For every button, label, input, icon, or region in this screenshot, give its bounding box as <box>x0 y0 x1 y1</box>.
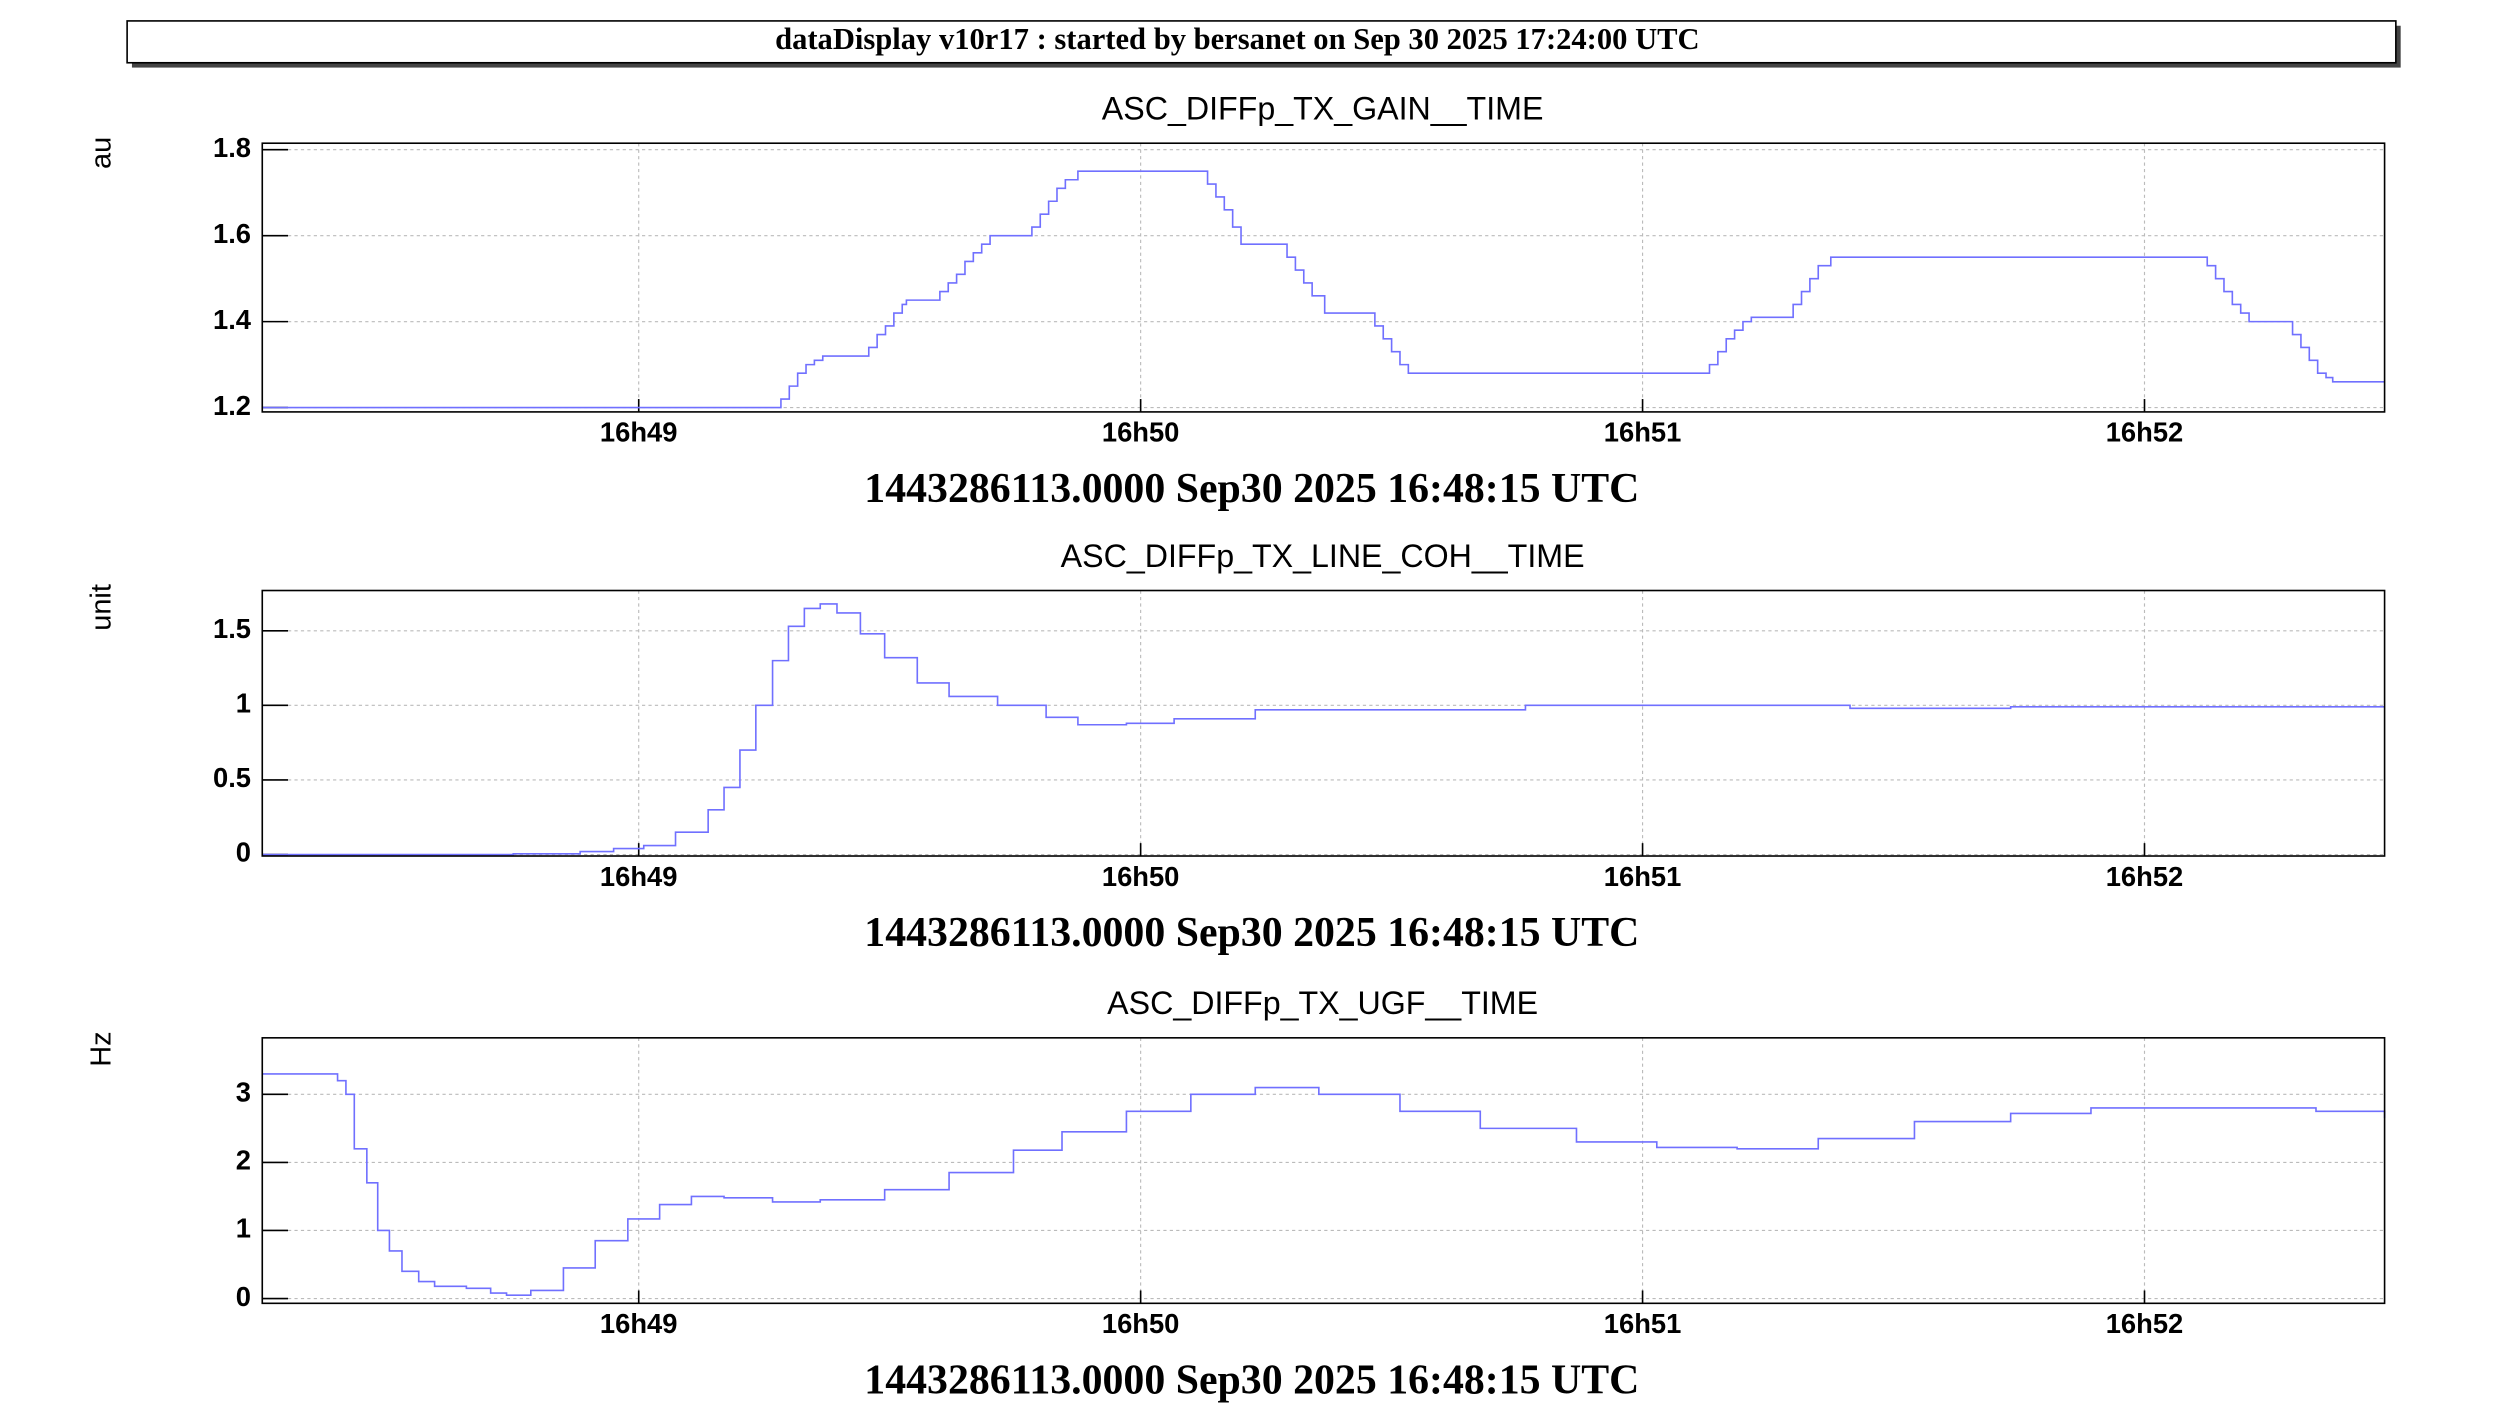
x-tick-label: 16h49 <box>600 861 678 892</box>
x-axis-label: 1443286113.0000 Sep30 2025 16:48:15 UTC <box>864 466 1639 512</box>
x-tick-label: 16h52 <box>2106 417 2184 448</box>
y-tick-label: 3 <box>236 1077 251 1108</box>
plot-frame <box>261 1037 2386 1305</box>
x-tick-label: 16h50 <box>1102 861 1180 892</box>
y-tick-label: 1.5 <box>213 613 251 644</box>
x-tick-label: 16h50 <box>1102 417 1180 448</box>
y-tick-label: 1.6 <box>213 218 251 249</box>
x-tick-label: 16h49 <box>600 1308 678 1339</box>
plot-frame <box>261 142 2386 413</box>
chart-title: ASC_DIFFp_TX_UGF__TIME <box>1107 985 1538 1021</box>
x-tick-label: 16h49 <box>600 417 678 448</box>
x-axis-label: 1443286113.0000 Sep30 2025 16:48:15 UTC <box>864 910 1639 956</box>
y-tick-label: 1 <box>236 1213 251 1244</box>
y-axis-label: unit <box>86 584 118 631</box>
plot-frame <box>261 589 2386 857</box>
data-line <box>262 170 2385 409</box>
y-tick-label: 0 <box>236 1281 251 1312</box>
x-tick-label: 16h52 <box>2106 861 2184 892</box>
y-tick-label: 1.4 <box>213 304 252 335</box>
chart-title: ASC_DIFFp_TX_LINE_COH__TIME <box>1061 538 1585 574</box>
y-tick-label: 1.8 <box>213 132 251 163</box>
chart-title: ASC_DIFFp_TX_GAIN__TIME <box>1102 91 1544 127</box>
y-tick-label: 1 <box>236 688 251 719</box>
x-axis-label: 1443286113.0000 Sep30 2025 16:48:15 UTC <box>864 1357 1639 1403</box>
x-tick-label: 16h51 <box>1604 1308 1682 1339</box>
y-axis-label: au <box>86 137 118 169</box>
x-tick-label: 16h51 <box>1604 861 1682 892</box>
y-tick-label: 2 <box>236 1145 251 1176</box>
y-tick-label: 0.5 <box>213 762 251 793</box>
header-box <box>126 20 2397 64</box>
header-title: dataDisplay v10r17 : started by bersanet… <box>775 22 1700 56</box>
x-tick-label: 16h52 <box>2106 1308 2184 1339</box>
y-axis-label: Hz <box>86 1031 118 1066</box>
data-line <box>262 603 2385 856</box>
y-tick-label: 1.2 <box>213 390 251 421</box>
x-tick-label: 16h51 <box>1604 417 1682 448</box>
x-tick-label: 16h50 <box>1102 1308 1180 1339</box>
data-line <box>262 1073 2386 1296</box>
y-tick-label: 0 <box>236 837 251 868</box>
